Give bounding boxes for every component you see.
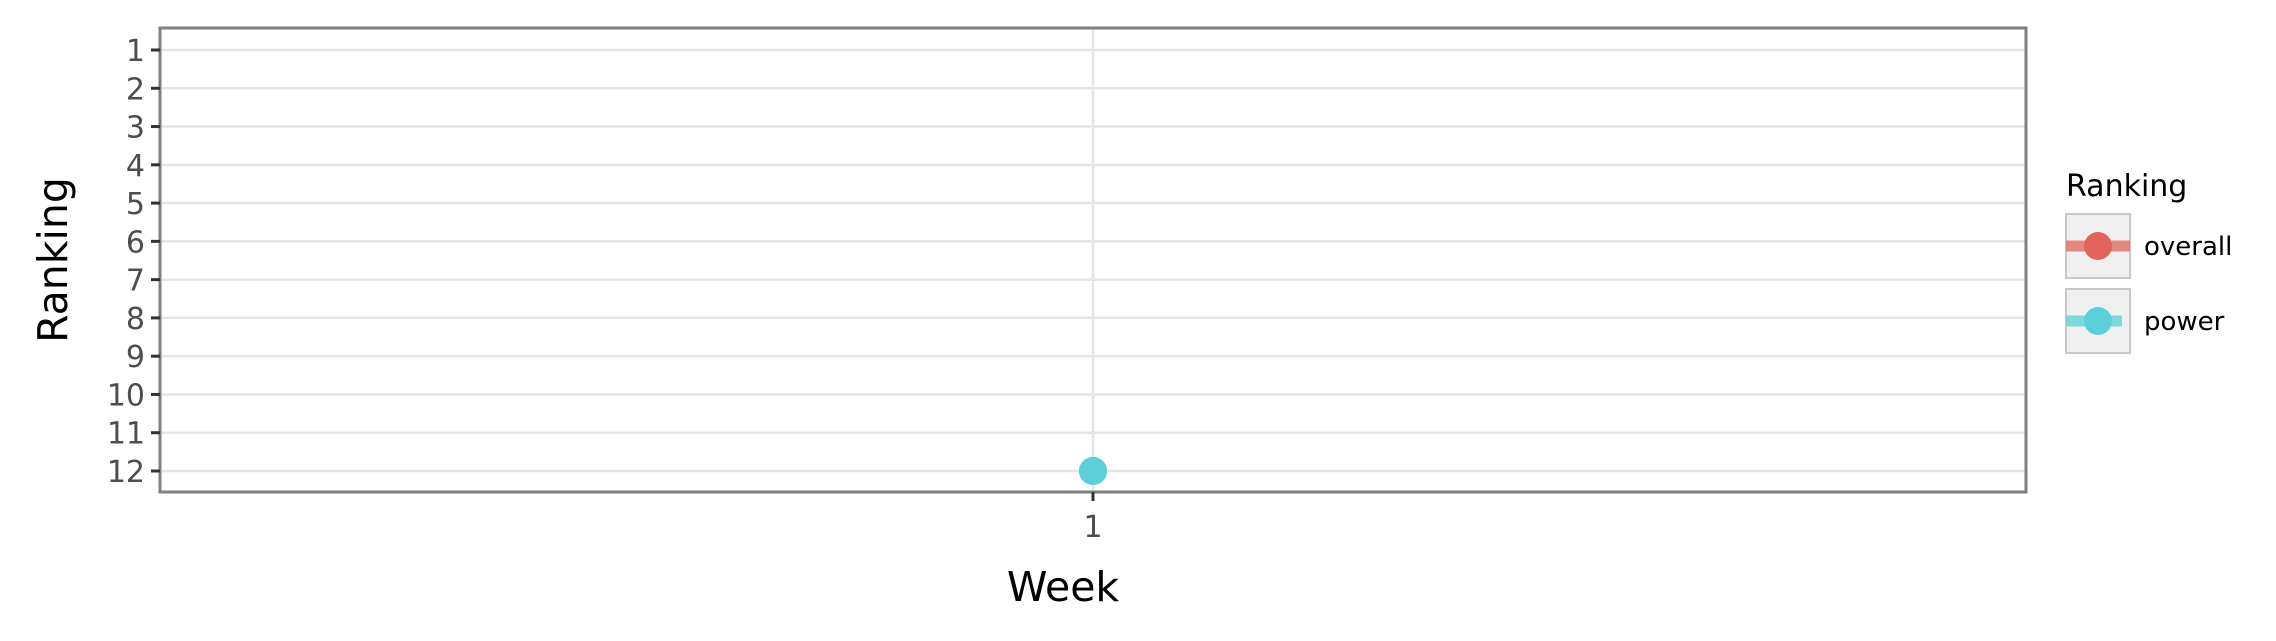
legend: Ranking overall power	[2065, 169, 2232, 354]
legend-title: Ranking	[2066, 169, 2187, 204]
legend-label-overall: overall	[2144, 232, 2232, 262]
legend-entry-power: power	[2065, 288, 2225, 354]
y-tick-label: 6	[126, 225, 145, 260]
y-tick-label: 4	[126, 149, 145, 184]
y-tick-label: 2	[126, 72, 145, 107]
y-tick-label: 5	[126, 187, 145, 222]
data-point-power	[1079, 457, 1107, 485]
y-tick-label: 1	[126, 34, 145, 69]
y-tick-label: 9	[126, 340, 145, 375]
legend-entry-overall: overall	[2065, 213, 2232, 279]
y-tick-label: 12	[107, 455, 145, 490]
y-tick-label: 3	[126, 111, 145, 146]
legend-key-point	[2084, 307, 2112, 335]
x-tick-label: 1	[1083, 510, 1102, 545]
legend-entries: overall power	[2065, 213, 2232, 354]
grid-lines	[160, 28, 2026, 492]
legend-label-power: power	[2144, 307, 2225, 337]
y-tick-label: 11	[107, 417, 145, 452]
y-axis-title: Ranking	[29, 177, 77, 343]
series-power	[1079, 457, 1107, 485]
y-tick-label: 7	[126, 264, 145, 299]
y-tick-label: 10	[107, 378, 145, 413]
x-axis-title: Week	[1007, 563, 1120, 611]
legend-key-point	[2084, 232, 2112, 260]
series-layer	[1079, 457, 1107, 485]
y-tick-label: 8	[126, 302, 145, 337]
